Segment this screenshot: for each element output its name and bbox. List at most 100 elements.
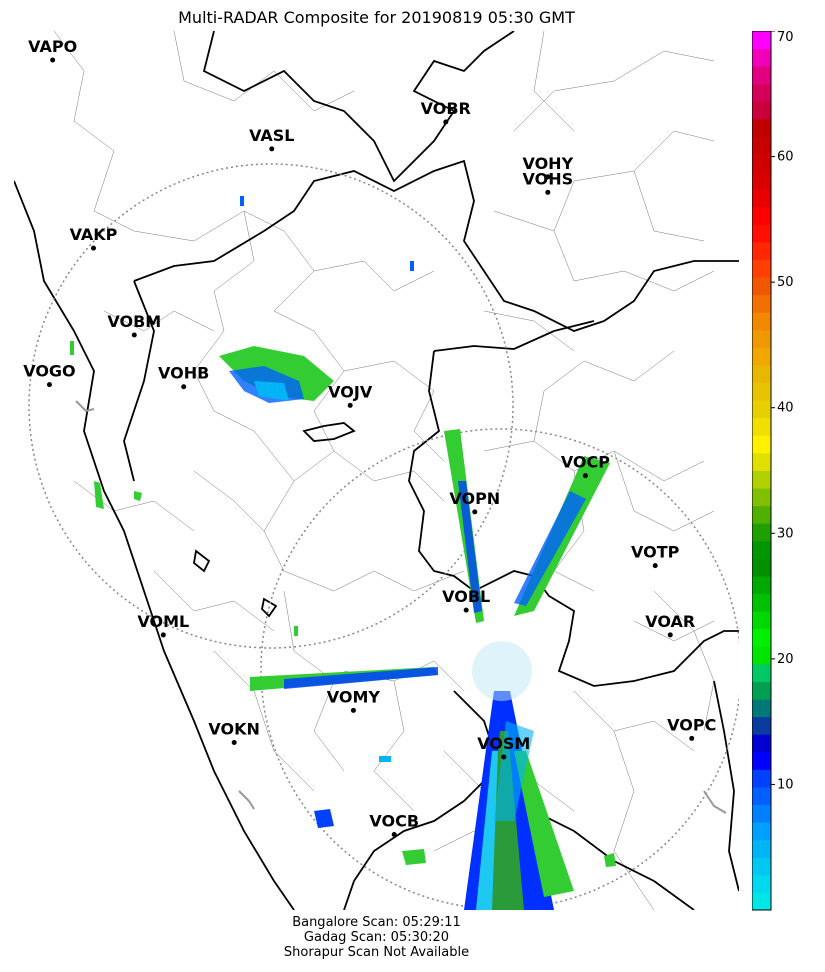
bangalore-scan-time: Bangalore Scan: 05:29:11: [292, 915, 461, 930]
colorbar-band: [752, 874, 771, 893]
scan-status: Bangalore Scan: 05:29:11 Gadag Scan: 05:…: [14, 915, 739, 960]
station-marker-vogo: [46, 382, 52, 388]
station-label-vakp: VAKP: [70, 225, 118, 244]
colorbar-band: [752, 892, 771, 911]
station-label-vocp: VOCP: [561, 453, 610, 472]
colorbar-band: [752, 558, 771, 577]
station-label-vocb: VOCB: [369, 812, 419, 831]
station-label-vobl: VOBL: [442, 587, 490, 606]
station-marker-vakp: [90, 245, 96, 251]
station-label-vosm: VOSM: [477, 734, 530, 753]
station-label-vogo: VOGO: [23, 362, 75, 381]
station-marker-vohy: [545, 174, 551, 180]
colorbar-band: [752, 241, 771, 261]
colorbar-band: [752, 857, 771, 876]
gadag-range-ring: [28, 163, 514, 649]
map-title: Multi-RADAR Composite for 20190819 05:30…: [178, 8, 575, 27]
station-marker-vohs: [545, 189, 551, 195]
colorbar-band: [752, 189, 771, 208]
colorbar-band: [752, 523, 771, 542]
station-marker-voml: [160, 632, 166, 638]
station-marker-vobm: [131, 332, 137, 338]
colorbar-band: [752, 804, 771, 823]
station-label-voml: VOML: [137, 612, 189, 631]
colorbar-tick-label: 60: [777, 150, 794, 165]
reflectivity-colorbar: 10 20 30 40 50 60 70: [752, 31, 794, 911]
colorbar-band: [752, 154, 771, 173]
station-marker-vohb: [181, 384, 187, 390]
colorbar-band: [752, 786, 771, 806]
station-marker-vapo: [50, 57, 56, 63]
colorbar-band: [752, 171, 771, 190]
station-label-vobr: VOBR: [421, 99, 471, 118]
station-marker-vosm: [501, 754, 507, 760]
colorbar-band: [752, 83, 771, 102]
colorbar-band: [752, 259, 771, 278]
station-label-vohb: VOHB: [158, 364, 209, 383]
colorbar-band: [752, 452, 771, 471]
gadag-scan-time: Gadag Scan: 05:30:20: [303, 930, 450, 945]
station-marker-vojv: [347, 402, 353, 408]
coastal-features: [75, 400, 727, 814]
colorbar-band: [752, 716, 771, 735]
colorbar-band: [752, 101, 771, 120]
station-label-vopn: VOPN: [449, 489, 500, 508]
colorbar-band: [752, 329, 771, 348]
colorbar-band: [752, 663, 771, 682]
station-label-vopc: VOPC: [667, 715, 716, 734]
colorbar-band: [752, 751, 771, 770]
station-label-vojv: VOJV: [328, 382, 373, 401]
radar-echoes: [70, 196, 616, 910]
colorbar-band: [752, 470, 771, 489]
colorbar-band: [752, 822, 771, 841]
colorbar-band: [752, 540, 771, 559]
shorapur-scan-status: Shorapur Scan Not Available: [283, 945, 470, 960]
colorbar-band: [752, 136, 771, 155]
colorbar-band: [752, 611, 771, 630]
colorbar-band: [752, 646, 771, 665]
colorbar-band: [752, 277, 771, 296]
colorbar-band: [752, 435, 771, 454]
station-marker-voar: [667, 632, 673, 638]
colorbar-tick-label: 20: [777, 652, 794, 667]
colorbar-band: [752, 400, 771, 419]
colorbar-tick-label: 70: [777, 31, 794, 45]
station-label-vasl: VASL: [249, 126, 294, 145]
colorbar-tick-label: 40: [777, 401, 794, 416]
station-marker-vobr: [443, 119, 449, 125]
colorbar-band: [752, 48, 771, 67]
colorbar-band: [752, 312, 771, 331]
colorbar-tick-label: 30: [777, 526, 794, 541]
station-marker-vopn: [472, 509, 478, 515]
colorbar-band: [752, 66, 771, 85]
colorbar-band: [752, 734, 771, 753]
colorbar-band: [752, 417, 771, 436]
colorbar-band: [752, 206, 771, 225]
colorbar-band: [752, 769, 771, 788]
colorbar-band: [752, 118, 771, 137]
station-label-vohs: VOHS: [523, 169, 574, 188]
station-marker-vocp: [582, 473, 588, 479]
station-label-voar: VOAR: [645, 612, 695, 631]
colorbar-band: [752, 681, 771, 700]
colorbar-band: [752, 699, 771, 718]
colorbar-band: [752, 839, 771, 858]
station-marker-votp: [652, 563, 658, 569]
colorbar-band: [752, 365, 771, 384]
station-marker-vocb: [391, 832, 397, 838]
station-label-votp: VOTP: [631, 543, 680, 562]
colorbar-band: [752, 628, 771, 647]
station-label-vokn: VOKN: [208, 719, 260, 738]
station-marker-vokn: [231, 739, 237, 745]
colorbar-band: [752, 505, 771, 524]
station-marker-vobl: [463, 607, 469, 613]
station-label-vobm: VOBM: [107, 312, 161, 331]
station-label-vomy: VOMY: [327, 687, 381, 706]
colorbar-band: [752, 382, 771, 401]
station-marker-vomy: [350, 707, 356, 713]
station-label-vohy: VOHY: [522, 154, 573, 173]
colorbar-band: [752, 488, 771, 507]
station-marker-vasl: [269, 146, 275, 152]
